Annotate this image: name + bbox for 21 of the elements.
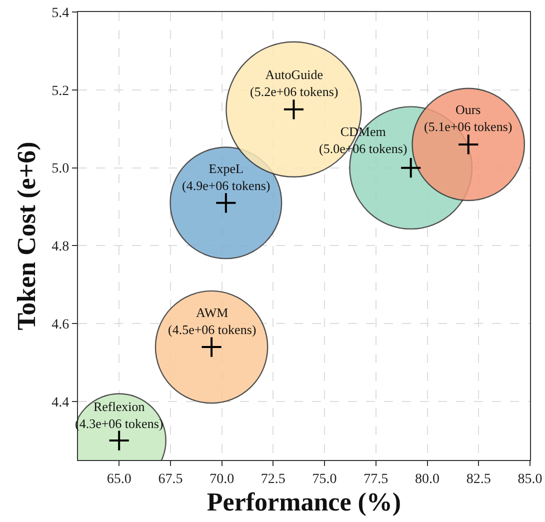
annotation: Ours (5.1e+06 tokens) — [424, 102, 512, 134]
x-axis-title: Performance (%) — [206, 488, 402, 517]
x-tick-label: 75.0 — [312, 472, 337, 487]
y-tick-label: 5.0 — [52, 162, 70, 177]
y-tick-label: 4.4 — [52, 395, 70, 410]
annotation: AutoGuide (5.2e+06 tokens) — [250, 67, 338, 99]
y-tick-label: 4.6 — [52, 318, 70, 333]
y-axis-title: Token Cost (e+6) — [12, 142, 41, 330]
annotation: AWM (4.5e+06 tokens) — [168, 305, 256, 337]
x-tick-label: 72.5 — [260, 472, 286, 487]
y-tick-label: 5.2 — [52, 84, 70, 99]
y-tick-label: 4.8 — [52, 240, 70, 255]
x-tick-label: 65.0 — [106, 472, 132, 487]
x-tick-label: 70.0 — [210, 472, 234, 487]
annotation: ExpeL (4.9e+06 tokens) — [182, 161, 270, 193]
y-tick-label: 5.4 — [52, 6, 70, 21]
x-tick-label: 82.5 — [466, 472, 491, 487]
x-tick-label: 77.5 — [364, 472, 388, 487]
x-tick-label: 80.0 — [415, 472, 440, 487]
x-tick-label: 85.0 — [518, 472, 542, 487]
x-tick-label: 67.5 — [158, 472, 183, 487]
